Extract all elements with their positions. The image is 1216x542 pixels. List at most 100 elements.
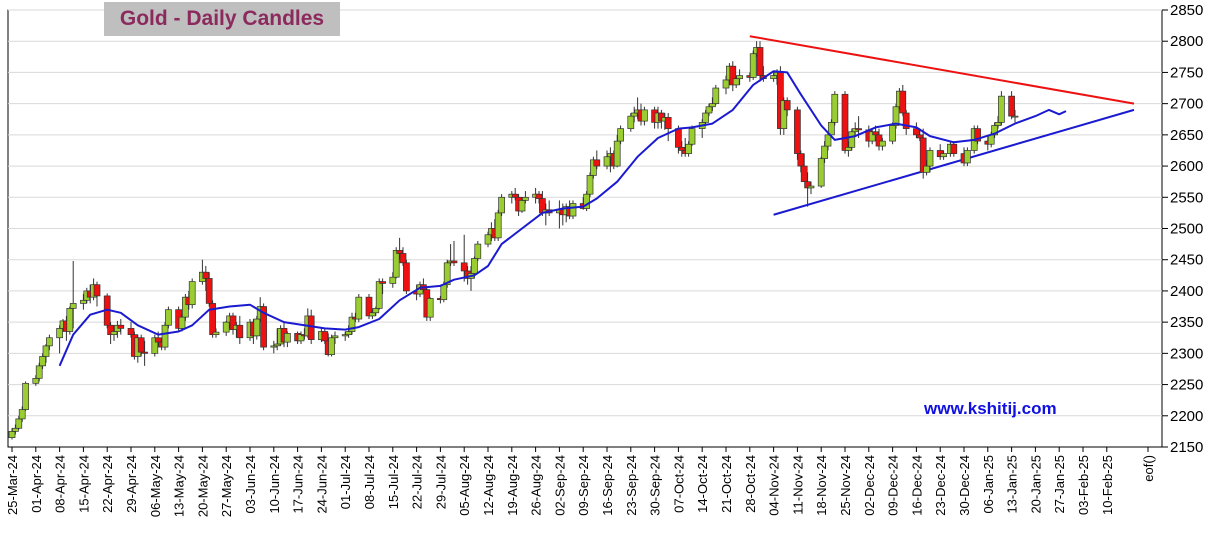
candle-body [161,324,169,348]
candle-body [178,316,186,329]
x-tick-label: eof() [1141,455,1156,482]
candle-body [627,115,635,129]
candle-body [32,377,40,384]
x-tick-label: 08-Apr-24 [53,455,68,513]
candle-body [365,296,373,317]
candle-body [202,271,210,279]
x-tick-label: 23-Dec-24 [933,455,948,516]
candle-body [471,258,478,274]
candle-body [355,296,363,320]
candle-body [630,112,638,117]
x-tick-label: 09-Dec-24 [886,455,901,516]
candle-body [569,203,577,217]
x-tick-label: 06-May-24 [148,455,163,517]
x-tick-label: 20-May-24 [195,455,210,517]
candle-body [872,131,879,136]
candle-body [222,321,230,333]
candle-body [474,243,482,259]
candle-body [331,335,339,339]
candle-body [794,109,801,154]
x-tick-label: 15-Apr-24 [76,455,91,513]
candle-body [919,137,927,173]
candle-body [154,337,162,343]
y-tick-label: 2450 [1170,252,1203,269]
chart-title-box: Gold - Daily Candles [104,2,340,36]
candle-body [260,306,267,348]
y-tick-label: 2550 [1170,189,1203,206]
candle-body [916,134,924,139]
candle-body [12,427,19,432]
x-tick-label: 05-Aug-24 [457,455,472,516]
candle-body [685,143,692,154]
x-tick-label: 16-Sep-24 [600,455,615,516]
x-tick-label: 20-Jan-25 [1028,455,1043,514]
y-tick-label: 2400 [1170,283,1203,300]
candle-body [284,333,291,343]
candle-body [845,146,852,151]
candle-body [307,315,315,340]
candle-body [494,212,502,239]
candle-body [641,109,648,122]
y-tick-label: 2800 [1170,33,1203,50]
y-tick-label: 2850 [1170,2,1203,19]
y-tick-label: 2600 [1170,158,1203,175]
candle-body [372,308,380,314]
candle-body [511,193,519,198]
candle-body [15,418,23,429]
candle-body [675,128,682,148]
candle-body [348,316,356,332]
candle-body [770,75,777,80]
x-tick-label: 27-Jan-25 [1052,455,1067,514]
x-tick-label: 26-Aug-24 [529,455,544,516]
candle-body [137,337,145,353]
candle-body [732,78,740,86]
candle-body [879,140,886,147]
x-tick-label: 10-Jun-24 [267,455,282,514]
candle-body [831,93,839,123]
x-tick-label: 25-Mar-24 [5,455,20,515]
x-tick-label: 11-Nov-24 [790,455,805,515]
candle-body [923,165,930,173]
x-tick-label: 07-Oct-24 [671,455,686,513]
x-tick-label: 17-Jun-24 [291,455,306,514]
x-tick-label: 29-Jul-24 [433,455,448,509]
candle-body [399,253,407,264]
candle-body [722,79,730,89]
candle-body [69,303,77,309]
candle-body [18,409,26,420]
candle-body [46,337,53,347]
candle-body [396,250,403,254]
candle-body [345,331,352,335]
x-tick-label: 19-Aug-24 [505,455,520,516]
candle-body [950,143,958,154]
watermark-link[interactable]: www.kshitij.com [924,399,1057,418]
candle-body [940,153,947,158]
x-tick-label: 13-May-24 [172,455,187,517]
resistance-trendline [749,35,1135,105]
candle-body [899,90,907,114]
candle-body [535,193,543,199]
candle-body [110,331,118,335]
candle-body [994,122,1002,126]
candle-body [460,262,468,272]
x-tick-label: 03-Jun-24 [243,455,258,514]
candle-body [702,112,709,123]
candle-body [443,262,451,286]
x-tick-label: 25-Nov-24 [838,455,853,516]
candle-body [807,185,815,189]
candle-body [42,345,50,357]
x-tick-label: 01-Apr-24 [29,455,44,513]
candle-body [403,262,410,292]
x-tick-label: 09-Sep-24 [576,455,591,516]
candle-body [188,281,196,306]
candle-body [603,156,611,167]
x-tick-label: 03-Feb-25 [1076,455,1091,515]
candle-body [80,299,87,304]
candle-body [39,356,46,367]
candle-body [426,298,434,318]
moving-average-line [58,70,1067,367]
candle-body [824,134,832,147]
candle-body [688,128,696,145]
